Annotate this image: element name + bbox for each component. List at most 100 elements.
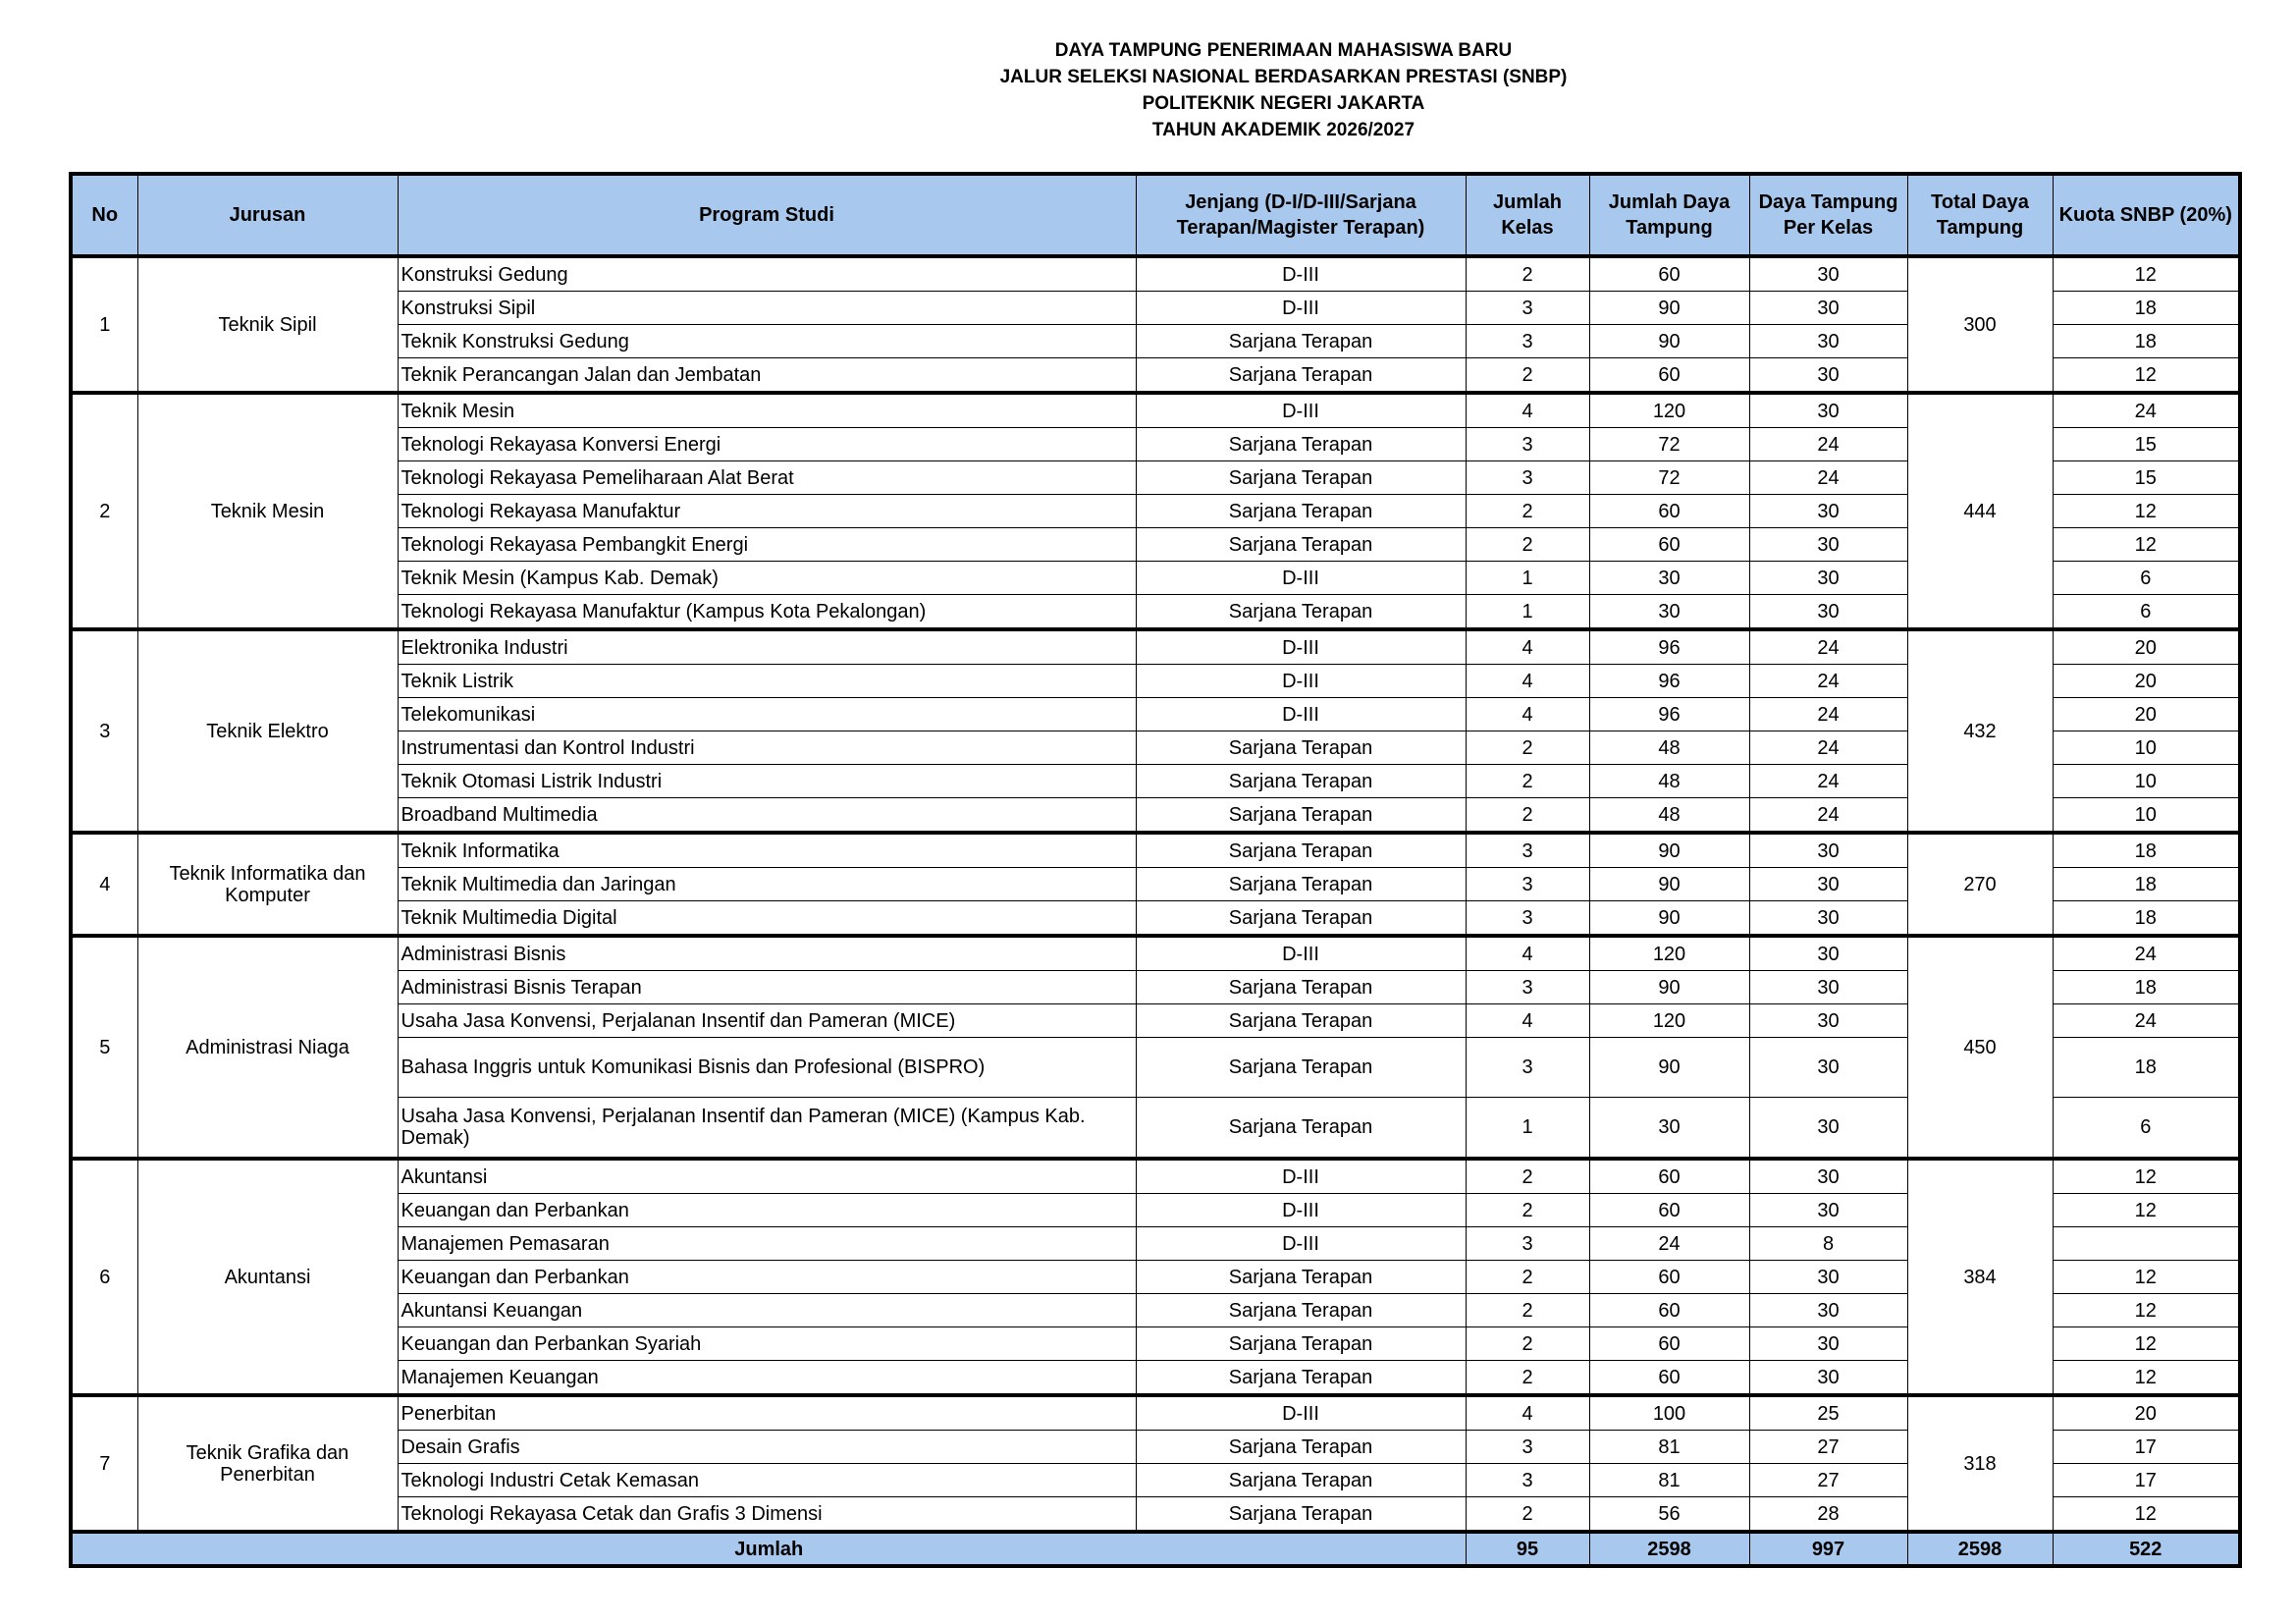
cell-jumlah-kelas: 3	[1465, 900, 1590, 937]
table-row: Broadband Multimedia Sarjana Terapan 2 48 24…	[71, 797, 2241, 834]
row-no: 4	[70, 831, 138, 937]
row-jurusan: Teknik Mesin	[136, 391, 399, 630]
cell-kuota-snbp: 6	[2052, 1097, 2241, 1160]
header-row: No Jurusan Program Studi Jenjang (D-I/D-…	[70, 173, 2241, 258]
cell-jumlah-kelas: 3	[1465, 460, 1590, 495]
cell-daya-tampung-per-kelas: 30	[1748, 1097, 1908, 1160]
cell-jumlah-kelas: 3	[1465, 1430, 1590, 1464]
cell-kuota-snbp: 12	[2052, 1360, 2241, 1396]
title-line-1: DAYA TAMPUNG PENERIMAAN MAHASISWA BARU	[1054, 40, 1513, 61]
header-jurusan: Jurusan	[136, 173, 399, 258]
cell-jumlah-daya-tampung: 72	[1588, 427, 1750, 461]
header-jumlah-daya-tampung: Jumlah Daya Tampung	[1588, 173, 1750, 258]
cell-kuota-snbp: 18	[2052, 324, 2241, 358]
cell-program-studi: Desain Grafis	[397, 1430, 1137, 1464]
header-daya-tampung-per-kelas: Daya Tampung Per Kelas	[1748, 173, 1908, 258]
cell-jumlah-daya-tampung: 96	[1588, 627, 1750, 665]
total-kelas: 95	[1465, 1530, 1590, 1567]
cell-daya-tampung-per-kelas: 30	[1748, 1260, 1908, 1294]
table-row: 3 Teknik Elektro Elektronika Industri D-III…	[70, 627, 2241, 834]
cell-jenjang: Sarjana Terapan	[1135, 460, 1467, 495]
cell-jumlah-kelas: 4	[1465, 627, 1590, 665]
cell-daya-tampung-per-kelas: 30	[1748, 1360, 1908, 1396]
table-row: 4 Teknik Informatika dan Komputer Teknik I…	[70, 831, 2241, 937]
cell-jumlah-daya-tampung: 90	[1588, 291, 1750, 325]
table-row: Akuntansi Keuangan Sarjana Terapan 2 60 30 12	[71, 1293, 2241, 1327]
cell-jenjang: Sarjana Terapan	[1135, 970, 1467, 1004]
cell-jumlah-daya-tampung: 90	[1588, 970, 1750, 1004]
cell-kuota-snbp: 15	[2052, 427, 2241, 461]
cell-jumlah-daya-tampung: 60	[1588, 494, 1750, 528]
cell-jenjang: Sarjana Terapan	[1135, 1360, 1467, 1396]
row-total-daya-tampung: 300	[1906, 254, 2054, 394]
cell-jenjang: D-III	[1135, 291, 1467, 325]
row-jurusan: Teknik Elektro	[136, 627, 399, 834]
cell-jumlah-kelas: 3	[1465, 291, 1590, 325]
cell-jumlah-kelas: 2	[1465, 1260, 1590, 1294]
cell-daya-tampung-per-kelas: 24	[1748, 731, 1908, 765]
cell-kuota-snbp: 20	[2052, 664, 2241, 698]
cell-daya-tampung-per-kelas: 27	[1748, 1463, 1908, 1497]
cell-program-studi: Konstruksi Gedung	[397, 254, 1137, 292]
cell-jumlah-daya-tampung: 90	[1588, 867, 1750, 901]
cell-program-studi: Teknologi Rekayasa Cetak dan Grafis 3 Di…	[397, 1496, 1137, 1533]
cell-jumlah-daya-tampung: 60	[1588, 1360, 1750, 1396]
cell-jumlah-kelas: 2	[1465, 797, 1590, 834]
header-jenjang: Jenjang (D-I/D-III/Sarjana Terapan/Magis…	[1135, 173, 1467, 258]
cell-jumlah-kelas: 4	[1465, 1003, 1590, 1038]
cell-program-studi: Akuntansi	[397, 1157, 1137, 1194]
cell-jumlah-daya-tampung: 60	[1588, 357, 1750, 394]
cell-daya-tampung-per-kelas: 30	[1748, 1193, 1908, 1227]
cell-program-studi: Teknik Informatika	[397, 831, 1137, 868]
table-row: Telekomunikasi D-III 4 96 24 20	[71, 697, 2241, 731]
cell-daya-tampung-per-kelas: 24	[1748, 460, 1908, 495]
cell-program-studi: Teknik Mesin	[397, 391, 1137, 428]
cell-jenjang: Sarjana Terapan	[1135, 731, 1467, 765]
cell-kuota-snbp: 12	[2052, 1326, 2241, 1361]
table-row: Konstruksi Sipil D-III 3 90 30 18	[71, 291, 2241, 325]
cell-program-studi: Teknik Otomasi Listrik Industri	[397, 764, 1137, 798]
cell-jenjang: D-III	[1135, 1157, 1467, 1194]
cell-program-studi: Teknik Listrik	[397, 664, 1137, 698]
row-no: 3	[70, 627, 138, 834]
cell-daya-tampung-per-kelas: 30	[1748, 970, 1908, 1004]
cell-jenjang: Sarjana Terapan	[1135, 1430, 1467, 1464]
cell-jumlah-daya-tampung: 60	[1588, 254, 1750, 292]
table-row: 2 Teknik Mesin Teknik Mesin D-III 4 120 30 444 2…	[70, 391, 2241, 630]
header-kuota-snbp: Kuota SNBP (20%)	[2052, 173, 2241, 258]
cell-jenjang: Sarjana Terapan	[1135, 764, 1467, 798]
cell-jumlah-daya-tampung: 24	[1588, 1226, 1750, 1261]
cell-daya-tampung-per-kelas: 30	[1748, 357, 1908, 394]
cell-program-studi: Administrasi Bisnis	[397, 934, 1137, 971]
cell-jenjang: Sarjana Terapan	[1135, 1326, 1467, 1361]
cell-program-studi: Elektronika Industri	[397, 627, 1137, 665]
cell-kuota-snbp: 18	[2052, 867, 2241, 901]
cell-jumlah-kelas: 3	[1465, 1226, 1590, 1261]
cell-program-studi: Teknologi Industri Cetak Kemasan	[397, 1463, 1137, 1497]
cell-kuota-snbp: 15	[2052, 460, 2241, 495]
cell-jumlah-daya-tampung: 120	[1588, 1003, 1750, 1038]
cell-jenjang: D-III	[1135, 1393, 1467, 1431]
table-row: Teknik Listrik D-III 4 96 24 20	[71, 664, 2241, 698]
cell-program-studi: Administrasi Bisnis Terapan	[397, 970, 1137, 1004]
cell-program-studi: Usaha Jasa Konvensi, Perjalanan Insentif…	[397, 1097, 1137, 1160]
cell-program-studi: Teknik Multimedia Digital	[397, 900, 1137, 937]
total-daya-tampung: 2598	[1588, 1530, 1750, 1567]
cell-jumlah-daya-tampung: 48	[1588, 764, 1750, 798]
row-total-daya-tampung: 444	[1906, 391, 2054, 630]
cell-jumlah-daya-tampung: 60	[1588, 1326, 1750, 1361]
row-jurusan: Teknik Sipil	[136, 254, 399, 394]
cell-jumlah-kelas: 1	[1465, 561, 1590, 595]
cell-jumlah-daya-tampung: 81	[1588, 1463, 1750, 1497]
table-row: Teknik Multimedia Digital Sarjana Terapan…	[71, 900, 2241, 937]
table-row: 1 Teknik Sipil Konstruksi Gedung D-III 2 60 30…	[70, 254, 2241, 394]
cell-kuota-snbp: 24	[2052, 391, 2241, 428]
cell-program-studi: Teknologi Rekayasa Pemeliharaan Alat Ber…	[397, 460, 1137, 495]
title-line-3: POLITEKNIK NEGERI JAKARTA	[1142, 93, 1425, 114]
cell-daya-tampung-per-kelas: 30	[1748, 254, 1908, 292]
cell-program-studi: Teknik Konstruksi Gedung	[397, 324, 1137, 358]
cell-jenjang: Sarjana Terapan	[1135, 1463, 1467, 1497]
row-total-daya-tampung: 384	[1906, 1157, 2054, 1396]
cell-jumlah-daya-tampung: 30	[1588, 1097, 1750, 1160]
cell-kuota-snbp: 18	[2052, 970, 2241, 1004]
